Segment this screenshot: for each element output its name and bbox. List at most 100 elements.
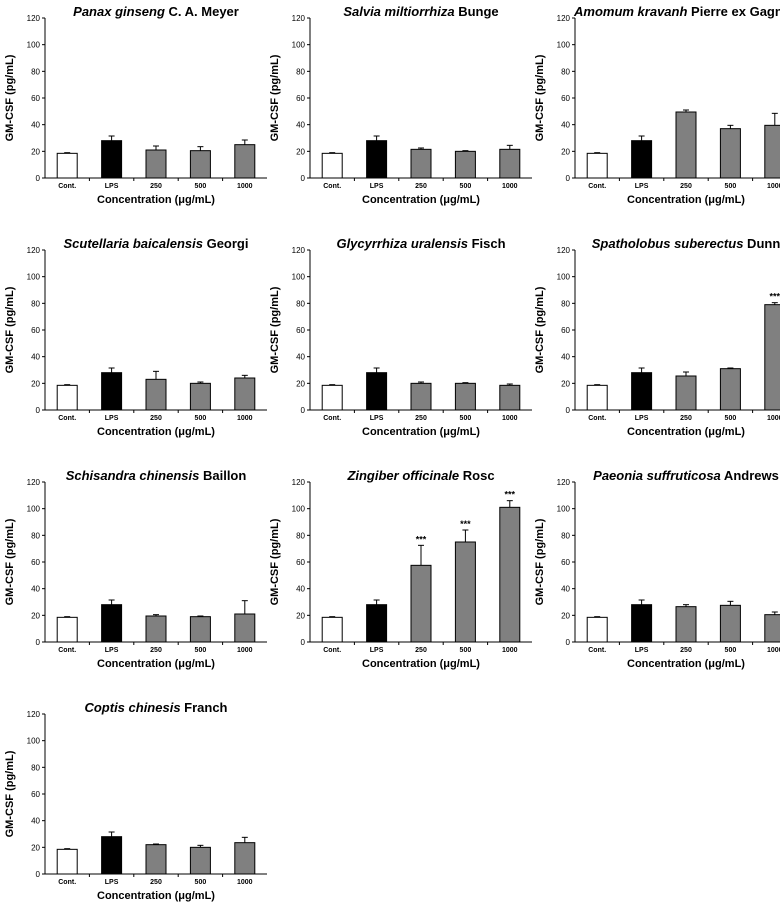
x-axis-label: Concentration (μg/mL)	[97, 194, 215, 206]
y-tick-label: 20	[296, 147, 305, 156]
y-tick-label: 60	[31, 790, 40, 799]
y-axis-label: GM-CSF (pg/mL)	[269, 54, 281, 141]
y-tick-label: 100	[292, 273, 306, 282]
chart-title-species: Paeonia suffruticosa	[593, 468, 721, 483]
y-axis-label: GM-CSF (pg/mL)	[4, 750, 16, 837]
y-tick-label: 80	[31, 299, 40, 308]
y-tick-label: 0	[566, 638, 571, 647]
chart-title-authority: Baillon	[199, 468, 246, 483]
chart-title-species: Panax ginseng	[73, 4, 165, 19]
bar	[631, 140, 653, 179]
significance-label: ***	[416, 534, 427, 544]
bar	[586, 152, 608, 179]
bar	[234, 144, 256, 179]
bar	[454, 150, 476, 179]
x-tick-label: 500	[460, 183, 472, 190]
x-tick-label: 250	[680, 647, 692, 654]
x-tick-label: 1000	[237, 879, 253, 886]
x-tick-label: 500	[460, 647, 472, 654]
y-tick-label: 0	[301, 406, 306, 415]
chart-title-authority: Bunge	[455, 4, 499, 19]
y-tick-label: 20	[561, 611, 570, 620]
y-tick-label: 120	[292, 14, 306, 23]
bar	[410, 382, 432, 411]
y-tick-label: 60	[561, 94, 570, 103]
x-tick-label: 1000	[767, 415, 780, 422]
x-tick-label: Cont.	[58, 879, 76, 886]
x-axis-label: Concentration (μg/mL)	[97, 426, 215, 438]
bar	[56, 152, 78, 179]
x-tick-label: 1000	[237, 183, 253, 190]
chart-title: Spatholobus suberectus Dunn	[592, 236, 780, 251]
y-tick-label: 60	[31, 326, 40, 335]
bar	[631, 372, 653, 411]
x-tick-label: 250	[150, 647, 162, 654]
y-tick-label: 120	[27, 14, 41, 23]
bar	[56, 848, 78, 875]
x-axis-label: Concentration (μg/mL)	[97, 890, 215, 902]
y-axis-label: GM-CSF (pg/mL)	[269, 518, 281, 605]
x-tick-label: LPS	[370, 183, 384, 190]
y-tick-label: 40	[31, 585, 40, 594]
x-tick-label: LPS	[635, 415, 649, 422]
x-tick-label: 250	[150, 415, 162, 422]
x-axis-label: Concentration (μg/mL)	[627, 194, 745, 206]
x-tick-label: LPS	[105, 415, 119, 422]
bar	[366, 140, 388, 179]
chart-title-species: Glycyrrhiza uralensis	[336, 236, 468, 251]
y-tick-label: 80	[561, 67, 570, 76]
y-tick-label: 100	[27, 505, 41, 514]
bar	[410, 148, 432, 179]
bar	[234, 842, 256, 875]
chart-title-species: Coptis chinesis	[84, 700, 180, 715]
x-tick-label: LPS	[370, 647, 384, 654]
chart-title-authority: Dunn	[743, 236, 780, 251]
y-tick-label: 80	[296, 531, 305, 540]
x-tick-label: 250	[415, 647, 427, 654]
x-tick-label: LPS	[635, 183, 649, 190]
bar	[189, 150, 211, 179]
y-tick-label: 60	[296, 94, 305, 103]
chart-panel-3: Amomum kravanh Pierre ex Gagnep 0 20 40 60 80…	[534, 4, 780, 206]
y-axis-label: GM-CSF (pg/mL)	[4, 54, 16, 141]
x-tick-label: 250	[415, 183, 427, 190]
y-tick-label: 60	[561, 326, 570, 335]
x-tick-label: 250	[415, 415, 427, 422]
bar	[189, 382, 211, 411]
chart-title-authority: Andrews	[721, 468, 779, 483]
x-tick-label: LPS	[635, 647, 649, 654]
bar	[145, 378, 167, 411]
y-tick-label: 20	[296, 379, 305, 388]
y-tick-label: 120	[557, 246, 571, 255]
chart-panel-2: Salvia miltiorrhiza Bunge 0 20 40 60 80 100 120…	[269, 4, 532, 206]
y-tick-label: 60	[296, 558, 305, 567]
y-tick-label: 80	[561, 531, 570, 540]
chart-panel-7: Schisandra chinensis Baillon 0 20 40 60 80 100…	[4, 468, 267, 670]
bar	[366, 372, 388, 411]
chart-title: Coptis chinesis Franch	[84, 700, 227, 715]
y-axis-label: GM-CSF (pg/mL)	[534, 54, 546, 141]
bar	[145, 615, 167, 643]
x-tick-label: Cont.	[323, 183, 341, 190]
y-tick-label: 40	[561, 353, 570, 362]
bar	[56, 616, 78, 643]
y-tick-label: 20	[561, 147, 570, 156]
y-tick-label: 40	[296, 585, 305, 594]
bar	[499, 506, 521, 643]
y-tick-label: 80	[561, 299, 570, 308]
chart-title-species: Spatholobus suberectus	[592, 236, 744, 251]
x-tick-label: 500	[195, 879, 207, 886]
bar	[586, 384, 608, 411]
bar	[410, 564, 432, 643]
chart-title-species: Zingiber officinale	[346, 468, 459, 483]
bar	[764, 614, 780, 643]
chart-panel-4: Scutellaria baicalensis Georgi 0 20 40 60 80 1…	[4, 236, 267, 438]
y-axis-label: GM-CSF (pg/mL)	[534, 518, 546, 605]
chart-title-authority: Fisch	[468, 236, 506, 251]
y-tick-label: 100	[292, 41, 306, 50]
x-tick-label: 1000	[237, 647, 253, 654]
x-tick-label: 250	[680, 183, 692, 190]
x-tick-label: 500	[460, 415, 472, 422]
y-axis-label: GM-CSF (pg/mL)	[269, 286, 281, 373]
